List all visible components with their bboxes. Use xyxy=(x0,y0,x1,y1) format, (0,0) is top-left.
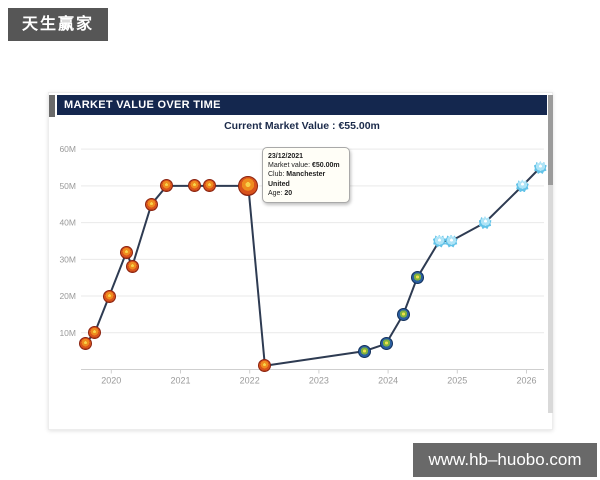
data-point-club-badge-marseille-icon[interactable] xyxy=(478,216,492,230)
tooltip-row-age: Age: 20 xyxy=(268,189,344,198)
chart-canvas: 10M 20M 30M 40M 50M 60M 2020 2021 2022 2023 2024 20… xyxy=(59,144,544,386)
y-axis-tick-label: 60M xyxy=(59,144,76,154)
data-point-club-badge-manutd-icon[interactable] xyxy=(187,179,201,193)
data-point-club-badge-manutd-icon[interactable] xyxy=(258,359,272,373)
data-point-club-badge-marseille-icon[interactable] xyxy=(444,234,458,248)
data-point-club-badge-manutd-icon[interactable] xyxy=(102,289,116,303)
x-axis-tick-label: 2023 xyxy=(309,376,329,386)
tooltip-value: 20 xyxy=(284,189,293,197)
x-axis-tick-label: 2020 xyxy=(101,376,121,386)
data-point-club-badge-getafe-icon[interactable] xyxy=(410,271,424,285)
x-axis-tick-label: 2021 xyxy=(170,376,190,386)
tooltip-row-club: Club: Manchester United xyxy=(268,170,344,188)
data-point-club-badge-manutd-icon[interactable] xyxy=(120,245,133,259)
data-point-club-badge-manutd-icon[interactable] xyxy=(203,179,217,193)
watermark-top-left: 天生赢家 xyxy=(8,8,109,41)
scrollbar[interactable] xyxy=(548,95,553,413)
data-point-club-badge-manutd-icon[interactable] xyxy=(88,326,102,340)
x-axis-tick-label: 2022 xyxy=(240,376,260,386)
card-left-accent xyxy=(49,95,55,117)
card-title-bar: MARKET VALUE OVER TIME xyxy=(57,95,547,115)
data-point-club-badge-marseille-icon[interactable] xyxy=(432,234,446,248)
y-axis-tick-label: 30M xyxy=(59,254,76,264)
card-title: MARKET VALUE OVER TIME xyxy=(64,99,221,111)
tooltip-row-market-value: Market value: €50.00m xyxy=(268,161,344,170)
tooltip-label: Age: xyxy=(268,189,285,197)
y-axis-tick-label: 40M xyxy=(59,218,76,228)
tooltip-value: €50.00m xyxy=(311,162,340,170)
tooltip-value: Manchester United xyxy=(268,171,326,188)
market-value-card: MARKET VALUE OVER TIME Current Market Va… xyxy=(48,92,553,430)
data-point-club-badge-getafe-icon[interactable] xyxy=(379,337,393,351)
tooltip: 23/12/2021 Market value: €50.00m Club: M… xyxy=(262,147,350,204)
y-axis-tick-label: 50M xyxy=(59,181,76,191)
data-point-club-badge-manutd-icon[interactable] xyxy=(238,175,259,196)
data-point-club-badge-manutd-icon[interactable] xyxy=(160,179,174,193)
y-axis-tick-label: 20M xyxy=(59,291,76,301)
data-point-club-badge-marseille-icon[interactable] xyxy=(515,179,529,193)
data-point-club-badge-manutd-icon[interactable] xyxy=(144,197,158,211)
market-value-chart: 10M 20M 30M 40M 50M 60M 2020 2021 2022 2023 2024 20… xyxy=(49,93,554,431)
tooltip-date: 23/12/2021 xyxy=(268,153,304,160)
tooltip-label: Club: xyxy=(268,171,287,179)
x-axis-tick-label: 2024 xyxy=(378,376,398,386)
data-point-club-badge-manutd-icon[interactable] xyxy=(78,337,92,351)
x-axis-tick-label: 2026 xyxy=(516,376,536,386)
current-market-value-label: Current Market Value : €55.00m xyxy=(224,120,380,132)
tooltip-label: Market value: xyxy=(268,162,312,170)
data-point-club-badge-getafe-icon[interactable] xyxy=(396,307,410,321)
x-axis-tick-label: 2025 xyxy=(447,376,467,386)
data-point-club-badge-getafe-icon[interactable] xyxy=(358,344,372,358)
watermark-bottom-right: www.hb–huobo.com xyxy=(413,443,597,477)
y-axis-tick-label: 10M xyxy=(59,328,76,338)
scrollbar-thumb[interactable] xyxy=(548,95,553,185)
data-point-club-badge-manutd-icon[interactable] xyxy=(125,260,139,274)
data-point-club-badge-marseille-icon[interactable] xyxy=(533,161,547,174)
